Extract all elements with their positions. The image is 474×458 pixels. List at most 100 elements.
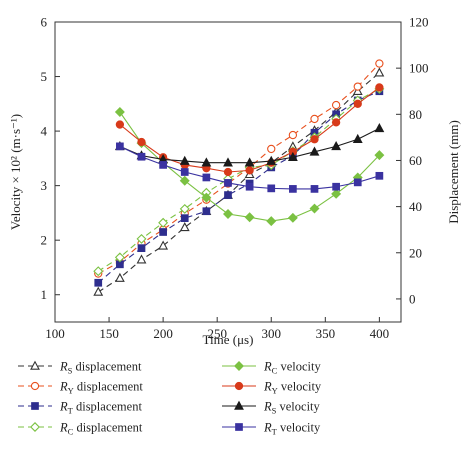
- data-point-rs-vel: [244, 157, 255, 167]
- data-point-ry-vel: [375, 83, 384, 92]
- data-point-ry-vel: [245, 166, 254, 175]
- plot-frame: [54, 21, 402, 323]
- data-point-rc-vel: [244, 212, 255, 223]
- y-right-tick-label: 20: [409, 245, 422, 260]
- y-left-tick-label: 2: [41, 233, 48, 248]
- data-point-ry-vel: [331, 118, 341, 127]
- data-point-rs-disp: [93, 286, 104, 296]
- x-tick-label: 400: [370, 326, 390, 341]
- y-right-tick-label: 0: [409, 291, 416, 306]
- data-point-rs-disp: [158, 240, 169, 250]
- legend-swatch-marker: [30, 422, 40, 432]
- legend-item-rc-vel: RC velocity: [222, 360, 321, 376]
- series-rt-vel: [116, 142, 384, 193]
- ticks-layer: 100 150 200 250 300 350 4001234560204060801001…: [41, 15, 429, 342]
- data-point-rt-disp: [224, 191, 232, 199]
- y-right-axis-title: Displacement (mm): [446, 120, 461, 224]
- data-point-ry-vel: [115, 120, 125, 129]
- data-point-rt-disp: [137, 244, 146, 253]
- legend-label: RC velocity: [263, 360, 321, 376]
- data-point-rt-vel: [267, 184, 276, 193]
- data-point-ry-vel: [137, 137, 146, 147]
- y-right-tick-label: 120: [409, 15, 429, 30]
- data-point-rt-vel: [180, 168, 189, 176]
- data-point-rc-vel: [331, 188, 342, 199]
- legend-swatch-marker: [30, 360, 40, 370]
- legend-item-rc-disp: RC displacement: [18, 421, 143, 437]
- data-point-rs-disp: [374, 67, 385, 77]
- data-point-rt-vel: [116, 142, 124, 151]
- data-point-rc-disp: [158, 217, 169, 228]
- data-point-rc-disp: [114, 252, 125, 263]
- y-left-tick-label: 4: [41, 124, 48, 139]
- legend-swatch-marker: [234, 361, 244, 371]
- data-point-rc-vel: [179, 175, 190, 186]
- data-point-ry-vel: [223, 167, 233, 177]
- legend-item-ry-vel: RY velocity: [222, 380, 322, 396]
- data-point-rs-vel: [223, 157, 233, 167]
- series-rc-disp: [93, 83, 385, 277]
- data-point-ry-disp: [267, 144, 276, 154]
- legend: RS displacement RC velocity RY displacemen…: [18, 360, 322, 437]
- data-point-rc-disp: [179, 203, 190, 214]
- legend-swatch-marker: [30, 381, 40, 391]
- data-point-rs-vel: [374, 123, 385, 133]
- data-point-rt-vel: [353, 178, 362, 187]
- data-point-rt-vel: [375, 171, 384, 180]
- data-point-rt-vel: [245, 182, 254, 191]
- legend-label: RS velocity: [263, 400, 321, 416]
- data-point-rt-vel: [159, 161, 167, 169]
- y-left-tick-label: 6: [41, 15, 48, 30]
- data-point-rt-vel: [202, 173, 211, 182]
- series-line-ry-disp: [97, 63, 380, 275]
- y-left-axis-title: Velocity × 10² (m·s⁻¹): [8, 114, 23, 230]
- x-tick-label: 350: [316, 326, 336, 341]
- series-rs-disp: [93, 67, 385, 296]
- y-right-tick-label: 100: [409, 61, 429, 76]
- data-point-rt-disp: [180, 214, 189, 223]
- series-line-rt-disp: [97, 90, 380, 284]
- data-point-rc-vel: [374, 150, 385, 161]
- legend-swatch-marker: [31, 402, 39, 410]
- data-point-rs-disp: [179, 222, 190, 232]
- y-left-tick-label: 3: [41, 178, 48, 193]
- legend-label: RC displacement: [59, 421, 143, 437]
- data-point-rt-vel: [289, 185, 297, 193]
- data-point-rs-vel: [201, 157, 212, 167]
- legend-label: RY displacement: [59, 380, 143, 396]
- data-point-rt-vel: [332, 182, 340, 191]
- data-point-rs-vel: [287, 151, 298, 162]
- y-left-tick-label: 5: [41, 69, 48, 84]
- x-tick-label: 150: [99, 326, 119, 341]
- series-layer: [93, 59, 385, 296]
- data-point-rs-disp: [114, 272, 125, 282]
- data-point-rs-vel: [266, 155, 277, 165]
- data-point-rt-vel: [137, 152, 146, 161]
- data-point-rt-disp: [159, 228, 167, 236]
- y-right-tick-label: 60: [409, 153, 422, 168]
- legend-item-rt-vel: RT velocity: [222, 421, 321, 437]
- data-point-rc-vel: [287, 212, 298, 223]
- data-point-rs-disp: [136, 254, 147, 264]
- legend-item-rs-vel: RS velocity: [222, 400, 321, 416]
- legend-label: RS displacement: [59, 360, 142, 376]
- data-point-rs-vel: [309, 146, 320, 156]
- y-left-tick-label: 1: [41, 287, 48, 302]
- data-point-ry-vel: [310, 135, 319, 144]
- legend-swatch-marker: [235, 423, 243, 431]
- legend-label: RT displacement: [59, 400, 142, 416]
- y-right-tick-label: 40: [409, 199, 422, 214]
- legend-swatch-marker: [234, 400, 244, 410]
- data-point-ry-disp: [375, 59, 384, 68]
- y-right-tick-label: 80: [409, 107, 422, 122]
- data-point-rt-disp: [94, 278, 103, 287]
- x-tick-label: 200: [153, 326, 173, 341]
- x-axis-title: Time (μs): [203, 332, 254, 347]
- data-point-rt-vel: [224, 179, 232, 187]
- series-rs-vel: [114, 123, 385, 167]
- legend-label: RY velocity: [263, 380, 322, 396]
- data-point-rc-disp: [136, 233, 147, 244]
- x-tick-label: 100: [45, 326, 65, 341]
- x-tick-label: 250: [207, 326, 227, 341]
